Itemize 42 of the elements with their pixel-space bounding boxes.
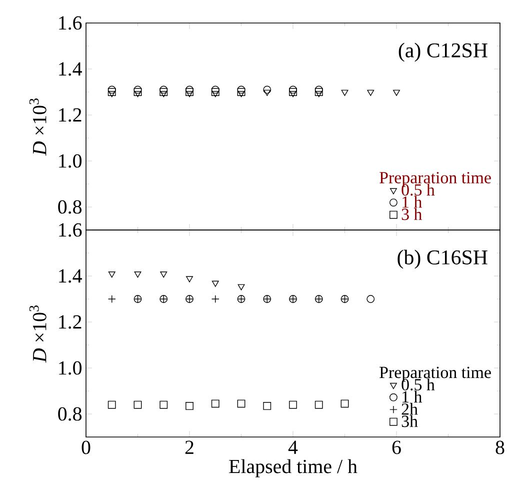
legend-label: 3 h [402, 208, 422, 220]
point [211, 400, 220, 408]
point [238, 284, 245, 290]
x-tick-label: 8 [496, 440, 504, 454]
y-tick-label: 1.2 [59, 108, 82, 122]
text: (b) C16SH [398, 250, 488, 269]
point [366, 295, 375, 303]
point [160, 272, 168, 278]
text: (a) C12SH [398, 42, 488, 62]
point [108, 272, 116, 278]
legend-label: 1 h [402, 390, 422, 402]
point [212, 280, 219, 287]
point [108, 400, 116, 409]
legend-label: 1 h [402, 196, 422, 208]
y-tick-label: 1.6 [59, 223, 82, 237]
x-axis-title: Elapsed time / h [229, 459, 358, 478]
y-axis-title: D ×10$^{3}$ [29, 98, 46, 156]
y-tick-label: 1.0 [59, 154, 82, 168]
point [186, 402, 194, 410]
x-tick-label: 2 [185, 440, 194, 454]
x-tick-label: 0 [82, 440, 90, 454]
y-tick-label: 1.4 [59, 62, 82, 76]
y-tick-label: 0.8 [58, 200, 82, 214]
point [289, 400, 297, 409]
point [134, 272, 142, 278]
point [314, 400, 323, 409]
y-tick-label: 1.2 [59, 315, 82, 329]
y-tick-label: 1.0 [59, 361, 82, 375]
y-axis-title: D ×10$^{3}$ [29, 306, 46, 363]
y-tick-label: 1.6 [59, 16, 82, 30]
point [160, 400, 168, 409]
point [186, 276, 193, 282]
point [340, 400, 349, 408]
y-tick-label: 1.4 [59, 269, 82, 283]
point [237, 400, 246, 408]
x-tick-label: 4 [288, 440, 298, 454]
point [263, 402, 272, 410]
legend-label: 3h [402, 415, 418, 428]
y-tick-label: 0.8 [58, 407, 82, 421]
x-tick-label: 6 [392, 440, 401, 454]
legend-label: 2h [402, 402, 418, 415]
point [134, 400, 142, 409]
